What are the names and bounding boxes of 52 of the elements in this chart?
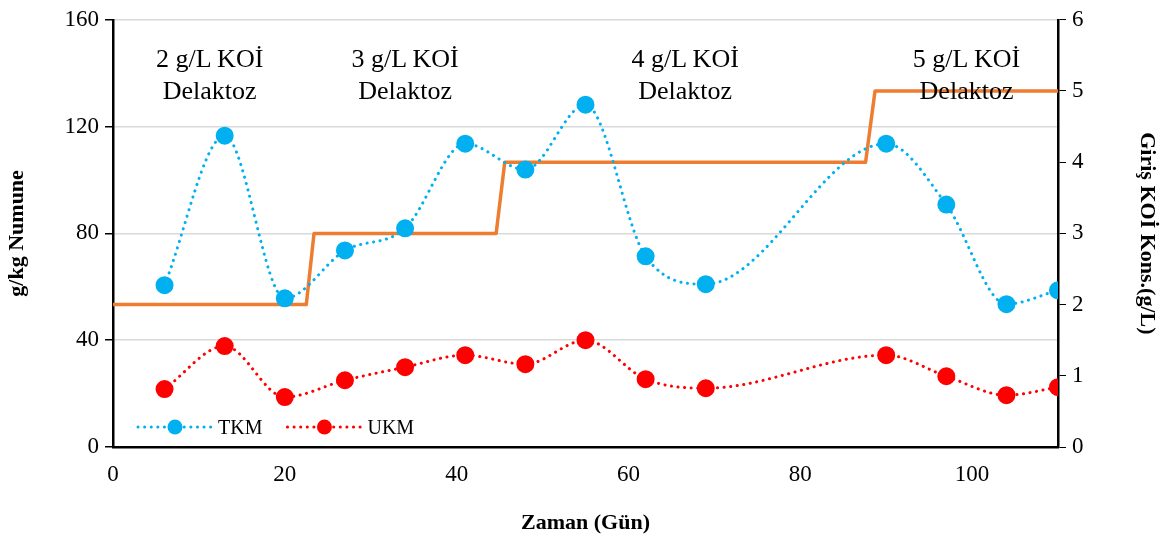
y-tick-label: 0 — [87, 433, 99, 459]
x-axis-title: Zaman (Gün) — [521, 509, 650, 535]
legend-label: UKM — [367, 416, 415, 439]
point — [636, 247, 655, 266]
y2-tick-label: 1 — [1072, 361, 1084, 387]
point — [155, 380, 174, 399]
y2-tick-label: 5 — [1072, 77, 1084, 103]
annotation: 3 g/L KOİ Delaktoz — [351, 43, 459, 105]
point — [215, 337, 234, 356]
point — [516, 160, 535, 179]
x-tick-label: 20 — [273, 460, 297, 486]
point — [335, 371, 354, 390]
y-tick-label: 80 — [76, 219, 99, 245]
x-tick-label: 100 — [954, 460, 990, 486]
point — [997, 386, 1016, 405]
point — [155, 276, 174, 295]
point — [937, 195, 956, 214]
point — [275, 289, 294, 308]
y2-tick-label: 0 — [1072, 433, 1084, 459]
point — [576, 95, 595, 114]
point — [877, 346, 896, 365]
annotation: 2 g/L KOİ Delaktoz — [155, 43, 264, 105]
point — [696, 379, 715, 398]
point — [877, 134, 896, 153]
y2-axis-title: Giriş KOİ Kons.(g/L) — [1136, 132, 1162, 335]
legend-label: TKM — [218, 416, 263, 439]
x-tick-label: 80 — [788, 460, 812, 486]
x-tick-label: 40 — [445, 460, 469, 486]
x-tick-label: 60 — [616, 460, 640, 486]
y2-tick-label: 6 — [1072, 5, 1084, 31]
point — [396, 219, 415, 238]
y-tick-label: 120 — [64, 112, 99, 138]
y2-tick-label: 4 — [1072, 148, 1084, 174]
point — [997, 295, 1016, 314]
point — [516, 355, 535, 374]
y-tick-label: 160 — [64, 5, 99, 31]
point — [456, 346, 475, 365]
annotation: 4 g/L KOİ Delaktoz — [631, 43, 739, 105]
x-tick-label: 0 — [107, 460, 119, 486]
point — [215, 126, 234, 145]
point — [696, 275, 715, 294]
point — [636, 370, 655, 389]
point — [275, 388, 294, 407]
point — [937, 367, 956, 386]
y2-tick-label: 2 — [1072, 290, 1084, 316]
point — [396, 358, 415, 377]
y-tick-label: 40 — [76, 326, 99, 352]
y2-tick-label: 3 — [1072, 219, 1084, 245]
point — [456, 134, 475, 153]
point — [576, 331, 595, 350]
y-axis-title: g/kg Numune — [2, 169, 28, 297]
point — [335, 241, 354, 260]
